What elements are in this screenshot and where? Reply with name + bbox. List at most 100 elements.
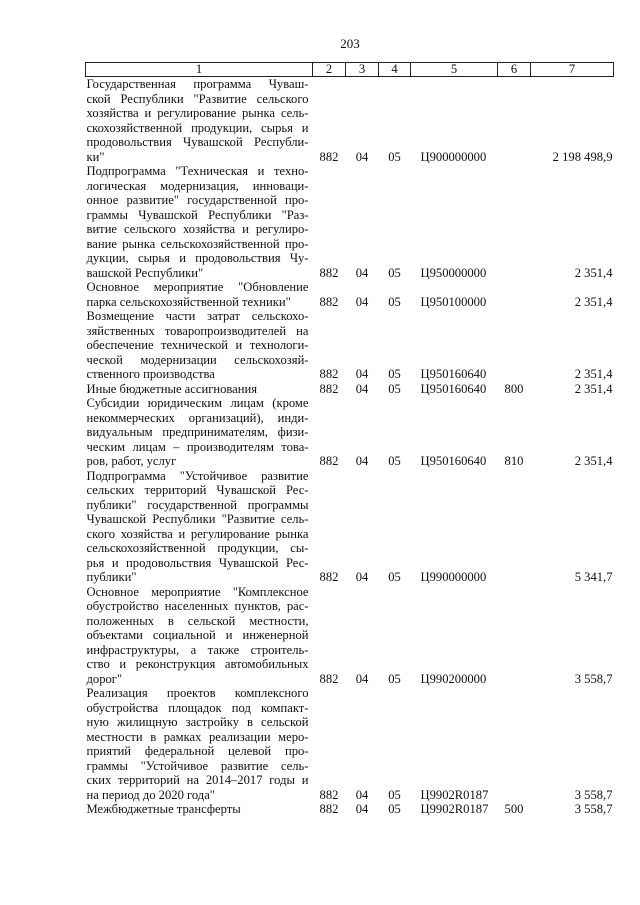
row-description: Субсидии юридическим лицам (кроме некомме… xyxy=(86,396,313,469)
description-line: сельскохозяйственной продукции, сы- xyxy=(86,541,309,555)
description-line: зяйственных товаропроизводителей на xyxy=(86,323,309,338)
amount: 2 351,4 xyxy=(574,294,613,309)
target-article-code: Ц950000000 xyxy=(420,265,487,280)
table-row: Подпрограмма "Устойчивое развитие сельски… xyxy=(86,469,614,585)
description-line: вашской Республики" xyxy=(86,265,204,280)
amount: 2 351,4 xyxy=(574,367,613,381)
description-line: приятий федеральной целевой про- xyxy=(86,744,309,758)
description-line: вание рынка сельскохозяйственной про- xyxy=(86,236,309,251)
description-line: граммы Чувашской Республики "Раз- xyxy=(86,207,309,222)
description-line: онное развитие" государственной про- xyxy=(86,193,309,207)
table-row: Межбюджетные трансферты 882 04 05 Ц9902R0187… xyxy=(86,802,614,817)
row-description: Подпрограмма "Устойчивое развитие сельски… xyxy=(86,469,313,585)
target-article-code: Ц990000000 xyxy=(420,570,487,584)
table-row: Субсидии юридическим лицам (кроме некомме… xyxy=(86,396,614,469)
expense-type-code xyxy=(498,585,531,687)
table-row: Основное мероприятие "Комплексное обустро… xyxy=(86,585,614,687)
header-col-6: 6 xyxy=(497,62,531,77)
table-row: Основное мероприятие "Обновление парка се… xyxy=(86,280,614,309)
header-col-3: 3 xyxy=(345,62,379,77)
description-line: ную жилищную застройку в сельской xyxy=(86,715,309,729)
budget-table: 1 2 3 4 5 6 7 Государственная программа … xyxy=(85,62,614,817)
header-col-1: 1 xyxy=(85,62,313,77)
description-line: обустройства площадок под компакт- xyxy=(86,700,309,715)
ministry-code: 882 xyxy=(319,381,339,396)
description-line: ского хозяйства и регулирование рынка xyxy=(86,526,309,541)
description-line: витие сельского хозяйства и регулиро- xyxy=(86,222,309,236)
row-description: Иные бюджетные ассигнования xyxy=(86,382,313,397)
description-line: Реализация проектов комплексного xyxy=(86,686,309,700)
target-article-code: Ц900000000 xyxy=(420,149,487,164)
ministry-code: 882 xyxy=(319,294,339,309)
description-line: видуальным предпринимателям, физи- xyxy=(86,425,309,439)
ministry-code: 882 xyxy=(319,570,339,584)
description-line: ки" xyxy=(86,149,105,164)
ministry-code: 882 xyxy=(319,802,339,816)
description-line: публики" xyxy=(86,570,137,584)
description-line: обеспечение технической и технологи- xyxy=(86,338,309,352)
table-row: Реализация проектов комплексного обустрой… xyxy=(86,686,614,802)
description-line: продовольствия Чувашской Республи- xyxy=(86,135,309,149)
section-code: 04 xyxy=(355,149,369,164)
description-line: объектами социальной и инженерной xyxy=(86,628,309,642)
table-row: Иные бюджетные ассигнования 882 04 05 Ц95016… xyxy=(86,382,614,397)
expense-type-code xyxy=(498,164,531,280)
row-description: Возмещение части затрат сельскохо-зяйств… xyxy=(86,309,313,382)
target-article-code: Ц950160640 xyxy=(420,367,487,381)
section-code: 04 xyxy=(355,787,369,802)
subsection-code: 05 xyxy=(388,802,401,816)
description-line: ских территорий на 2014–2017 годы и xyxy=(86,773,309,787)
description-line: публики" государственной программы xyxy=(86,497,309,512)
table-row: Возмещение части затрат сельскохо-зяйств… xyxy=(86,309,614,382)
subsection-code: 05 xyxy=(388,454,401,468)
section-code: 04 xyxy=(355,367,369,381)
subsection-code: 05 xyxy=(388,367,401,381)
description-line: ческим лицам – производителям това- xyxy=(86,439,309,454)
header-col-7: 7 xyxy=(530,62,614,77)
amount: 5 341,7 xyxy=(574,570,613,584)
target-article-code: Ц950160640 xyxy=(420,454,487,468)
subsection-code: 05 xyxy=(388,570,401,584)
page-number: 203 xyxy=(340,36,360,51)
amount: 2 198 498,9 xyxy=(552,149,613,164)
amount: 2 351,4 xyxy=(574,265,613,280)
description-line: Основное мероприятие "Комплексное xyxy=(86,584,309,599)
amount: 3 558,7 xyxy=(574,671,613,686)
target-article-code: Ц950160640 xyxy=(420,381,487,396)
amount: 2 351,4 xyxy=(574,381,613,396)
description-line: Субсидии юридическим лицам (кроме xyxy=(86,396,309,410)
ministry-code: 882 xyxy=(319,265,339,280)
description-line: дорог" xyxy=(86,671,123,686)
description-line: некоммерческих организаций), инди- xyxy=(86,410,309,425)
description-line: инфраструктуры, а также строитель- xyxy=(86,642,309,657)
description-line: на период до 2020 года" xyxy=(86,787,215,802)
description-line: логическая модернизация, инновaци- xyxy=(86,178,309,193)
description-line: Основное мероприятие "Обновление xyxy=(86,280,309,294)
row-description: Основное мероприятие "Комплексное обустро… xyxy=(86,585,313,687)
description-line: Возмещение части затрат сельскохо- xyxy=(86,309,309,323)
section-code: 04 xyxy=(355,381,369,396)
description-line: ство и реконструкция автомобильных xyxy=(86,657,309,671)
section-code: 04 xyxy=(355,294,369,309)
header-col-4: 4 xyxy=(378,62,411,77)
description-line: скохозяйственной продукции, сырья и xyxy=(86,120,309,135)
subsection-code: 05 xyxy=(388,381,401,396)
description-line: положенных в сельской местности, xyxy=(86,613,309,628)
expense-type-code xyxy=(498,280,531,309)
ministry-code: 882 xyxy=(319,149,339,164)
section-code: 04 xyxy=(355,802,369,816)
expense-type-code xyxy=(498,469,531,585)
description-line: местности в рамках реализации меро- xyxy=(86,729,309,744)
expense-type-code xyxy=(498,77,531,165)
target-article-code: Ц9902R0187 xyxy=(420,787,489,802)
target-article-code: Ц990200000 xyxy=(420,671,487,686)
description-line: дукции, сырья и продовольствия Чу- xyxy=(86,251,309,265)
amount: 2 351,4 xyxy=(574,454,613,468)
ministry-code: 882 xyxy=(319,454,339,468)
expense-type-code: 810 xyxy=(504,454,524,468)
description-line: Чувашской Республики "Развитие сель- xyxy=(86,512,309,526)
description-line: Подпрограмма "Устойчивое развитие xyxy=(86,468,309,483)
expense-type-code: 500 xyxy=(504,802,524,816)
description-line: хозяйства и регулирование рынка сель- xyxy=(86,106,309,120)
